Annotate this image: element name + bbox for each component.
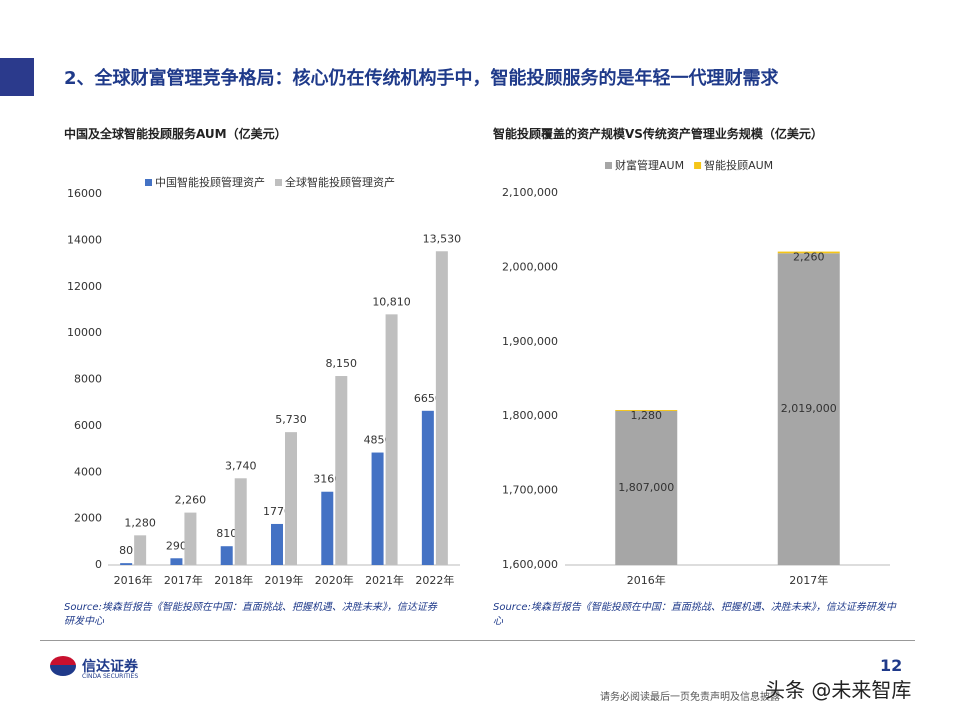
disclaimer: 请务必阅读最后一页免责声明及信息披露 [600, 692, 780, 703]
legend-label: 智能投顾AUM [704, 158, 773, 172]
y-tick-label: 1,700,000 [502, 484, 558, 497]
data-label: 5,730 [275, 413, 307, 426]
y-tick-label: 12000 [67, 280, 102, 293]
x-tick-label: 2018年 [214, 573, 253, 587]
slide-title: 2、全球财富管理竞争格局：核心仍在传统机构手中，智能投顾服务的是年轻一代理财需求 [64, 68, 779, 89]
title-marker [0, 58, 34, 96]
y-tick-label: 2,100,000 [502, 186, 558, 199]
bar [285, 432, 297, 565]
chart-title: 中国及全球智能投顾服务AUM（亿美元） [64, 127, 287, 141]
data-label: 2,260 [793, 251, 825, 264]
x-tick-label: 2017年 [164, 573, 203, 587]
bar [184, 512, 197, 565]
y-tick-label: 2,000,000 [502, 260, 558, 273]
data-label: 3160 [313, 473, 341, 486]
x-tick-label: 2022年 [415, 573, 454, 587]
data-label: 810 [216, 527, 237, 540]
logo-mark [50, 656, 76, 676]
y-tick-label: 14000 [67, 233, 102, 246]
y-tick-label: 1,900,000 [502, 335, 558, 348]
legend-label: 全球智能投顾管理资产 [285, 175, 395, 189]
bar-segment [615, 410, 678, 565]
data-label: 4850 [364, 434, 392, 447]
data-label: 3,740 [225, 459, 257, 472]
bar [134, 535, 147, 565]
data-label: 1770 [263, 505, 291, 518]
page-number: 12 [880, 656, 903, 675]
data-label: 1,280 [124, 516, 156, 529]
bar [321, 491, 334, 565]
data-label: 13,530 [423, 232, 462, 245]
legend-swatch [605, 162, 612, 169]
data-label: 80 [119, 544, 133, 557]
x-tick-label: 2020年 [315, 573, 354, 587]
y-tick-label: 0 [95, 558, 102, 571]
logo-text: 信达证券 [82, 659, 138, 675]
x-tick-label: 2019年 [265, 573, 304, 587]
data-label: 2,019,000 [781, 402, 837, 415]
source: Source:埃森哲报告《智能投顾在中国：直面挑战、把握机遇、决胜未来》，信达证… [493, 602, 896, 627]
legend-label: 中国智能投顾管理资产 [155, 175, 265, 189]
logo-sub: CINDA SECURITIES [82, 673, 139, 680]
y-tick-label: 10000 [67, 326, 102, 339]
bar [220, 546, 233, 565]
bar [120, 563, 133, 565]
bar [371, 452, 384, 565]
bar [435, 251, 448, 565]
legend-swatch [694, 162, 702, 169]
y-tick-label: 8000 [74, 373, 102, 386]
watermark: 头条 @未来智库 [765, 678, 912, 702]
y-tick-label: 2000 [74, 512, 102, 525]
y-tick-label: 1,800,000 [502, 409, 558, 422]
data-label: 8,150 [326, 357, 358, 370]
x-tick-label: 2016年 [627, 573, 666, 587]
data-label: 290 [166, 539, 187, 552]
bar [335, 376, 348, 565]
bar [170, 558, 183, 565]
data-label: 1,807,000 [618, 481, 674, 494]
y-tick-label: 16000 [67, 187, 102, 200]
legend-swatch [275, 179, 282, 186]
bar [271, 523, 283, 565]
legend-label: 财富管理AUM [615, 158, 684, 172]
y-tick-label: 4000 [74, 465, 102, 478]
bar [234, 478, 247, 565]
data-label: 10,810 [372, 295, 411, 308]
chart-title: 智能投顾覆盖的资产规模VS传统资产管理业务规模（亿美元） [493, 127, 823, 141]
bar-segment [777, 253, 840, 565]
x-tick-label: 2021年 [365, 573, 404, 587]
bar [421, 410, 434, 565]
data-label: 1,280 [631, 409, 663, 422]
data-label: 2,260 [175, 494, 207, 507]
legend-swatch [145, 179, 152, 186]
source: Source:埃森哲报告《智能投顾在中国：直面挑战、把握机遇、决胜未来》，信达证… [64, 602, 437, 627]
bar-segment [615, 410, 678, 411]
x-tick-label: 2016年 [114, 573, 153, 587]
y-tick-label: 1,600,000 [502, 558, 558, 571]
bar-segment [777, 251, 840, 254]
separator [40, 640, 915, 641]
x-tick-label: 2017年 [789, 573, 828, 587]
y-tick-label: 6000 [74, 419, 102, 432]
bar [385, 314, 398, 565]
data-label: 6650 [414, 392, 442, 405]
